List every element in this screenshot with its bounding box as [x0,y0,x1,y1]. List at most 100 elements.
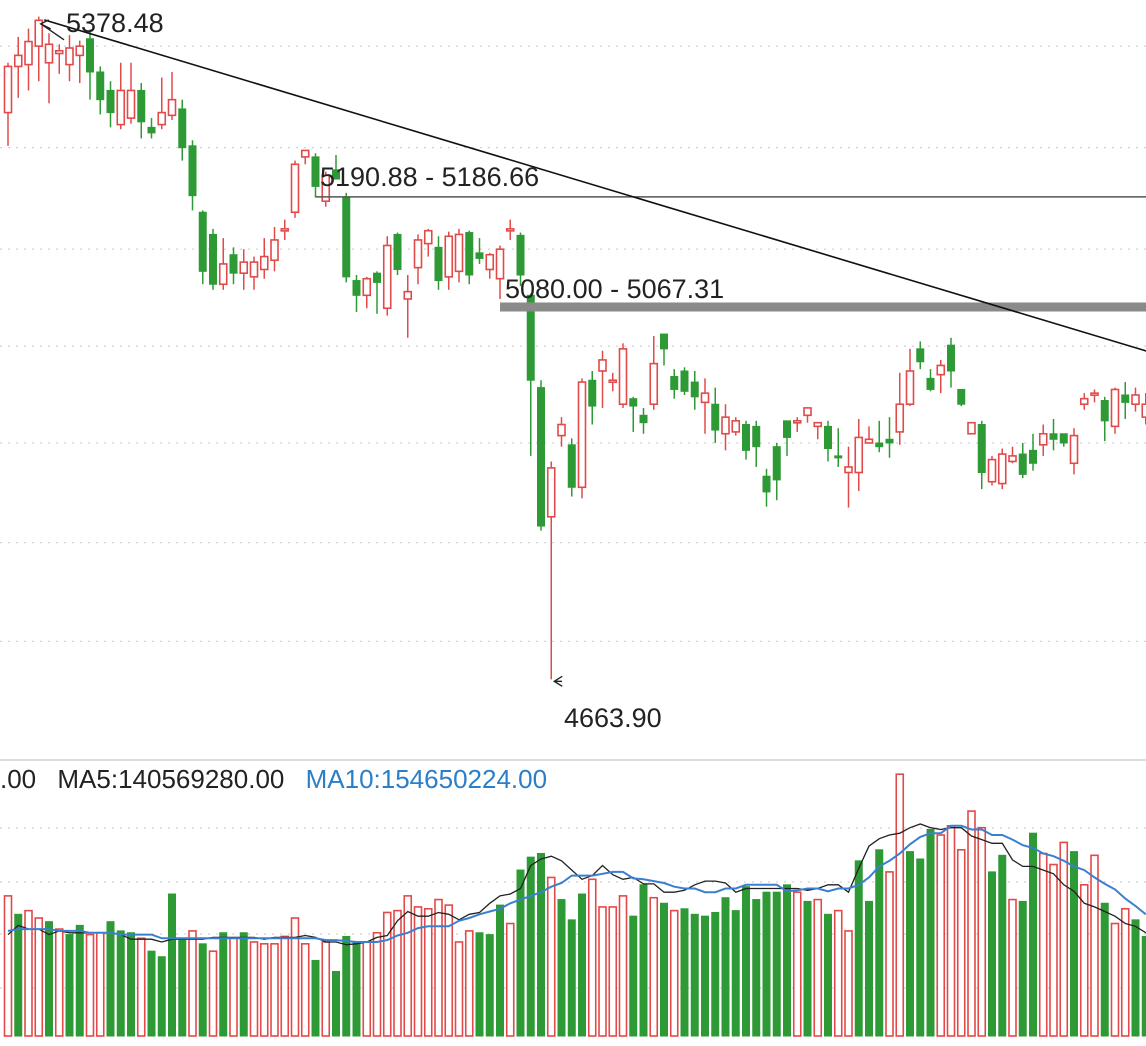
volume-bar-down [854,860,863,1037]
price-gridlines [0,45,1146,642]
candle-body-up [249,261,259,278]
volume-bar-down [198,943,207,1037]
candle-body-down [916,348,925,363]
volume-bar-up [977,826,987,1037]
candle-body-down [1029,449,1037,464]
candle-body-up [239,261,249,274]
volume-bar-up [946,825,956,1037]
candle-body-up [218,263,228,286]
volume-bar-up [967,810,976,1037]
volume-bar-down [639,884,648,1037]
candle-body-up [300,149,310,158]
volume-bar-up [618,895,628,1037]
volume-bar-up [649,896,659,1037]
volume-bar-up [844,930,853,1037]
candle-body-down [875,442,884,448]
candle-body-up [895,403,905,433]
volume-bar-up [259,943,269,1037]
volume-bar-down [772,891,781,1037]
volume-bar-up [34,917,44,1037]
candle-body-down [1100,400,1109,422]
volume-bar-up [546,876,556,1037]
volume-bar-down [537,852,545,1037]
candle-body-up [1141,403,1146,418]
volume-bar-down [752,899,761,1037]
volume-bar-up [1120,907,1130,1037]
candle-body-up [854,436,864,474]
volume-bar-down [526,856,535,1037]
volume-bar-down [824,913,832,1037]
resistance-levels [315,196,1146,312]
candle-body-up [577,381,587,489]
volume-bar-down [1070,851,1078,1037]
volume-bar-down [701,915,709,1037]
volume-bars [3,773,1146,1037]
candle-body-up [505,228,515,232]
volume-bar-down [680,908,689,1037]
candle-body-up [608,379,618,384]
volume-bar-up [1049,863,1058,1037]
volume-bar-up [956,848,966,1037]
candle-body-up [65,47,74,66]
volume-bar-down [721,897,730,1037]
volume-bar-down [75,924,84,1037]
volume-bar-down [127,932,135,1037]
volume-moving-averages [7,823,1146,946]
candle-body-up [126,89,136,119]
volume-bar-up [598,906,607,1037]
candle-body-down [1049,433,1058,440]
volume-bar-up [280,935,290,1037]
candle-body-up [24,40,33,66]
volume-bar-down [1029,832,1037,1037]
volume-bar-up [1079,884,1089,1037]
volume-bar-up [454,941,464,1037]
volume-bar-down [865,900,873,1037]
candle-body-up [618,348,628,406]
candle-body-down [106,89,115,114]
candle-body-up [270,239,279,262]
candle-body-up [362,277,372,297]
volume-bar-up [188,930,197,1037]
volume-bar-up [3,895,13,1037]
volume-bar-down [906,851,914,1037]
volume-bar-down [1131,919,1140,1037]
candle-body-down [465,232,474,276]
candle-body-down [229,254,238,274]
candle-body-down [926,377,935,390]
candle-body-down [639,414,648,424]
volume-bar-up [1008,898,1017,1037]
annotation-high: 5378.48 [66,8,164,38]
volume-bar-down [557,899,566,1037]
candle-body-down [885,438,894,444]
candle-body-down [680,370,689,392]
candle-body-up [1131,394,1140,406]
candle-body-up [557,423,566,437]
candle-body-up [44,43,54,64]
candle-body-down [198,211,207,272]
candle-body-up [3,65,13,114]
volume-bar-down [352,941,361,1037]
volume-bar-up [270,943,279,1037]
volume-bar-up [792,891,802,1037]
candle-body-down [1059,433,1068,444]
candle-body-up [598,359,607,372]
legend-prefix: .00 [0,764,37,794]
legend-ma5-label: MA5: [57,764,119,794]
candle-body-down [434,246,443,282]
candle-body-up [792,420,802,424]
volume-bar-up [1038,852,1048,1037]
legend-ma5-value: 140569280.00 [118,764,285,794]
volume-bar-down [332,970,340,1037]
volume-bar-down [762,891,771,1037]
volume-bar-down [567,919,576,1037]
volume-bar-down [875,849,884,1037]
candle-body-up [413,239,423,269]
candle-body-up [936,364,946,376]
candle-body-down [711,403,720,431]
downtrend-line [44,19,1146,352]
volume-bar-up [413,906,423,1037]
volume-bar-down [157,956,166,1037]
volume-bar-down [998,854,1007,1037]
volume-bar-up [208,950,218,1037]
volume-bar-up [423,907,433,1037]
